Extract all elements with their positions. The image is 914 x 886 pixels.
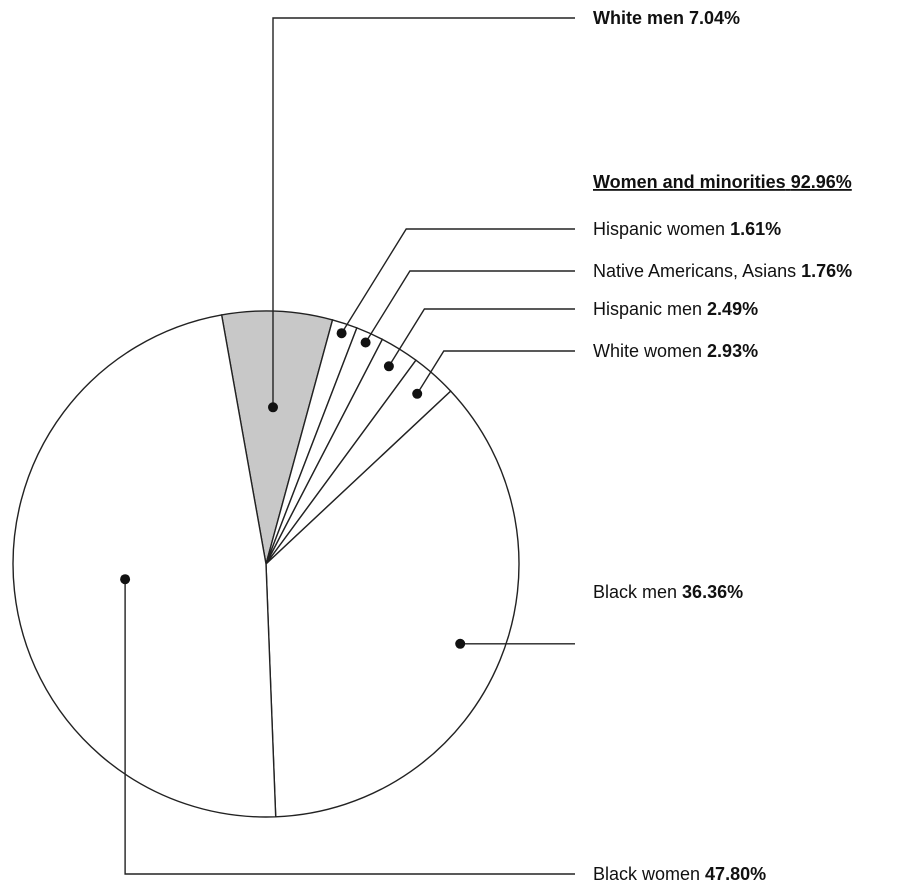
leader-dot-white-men — [268, 402, 278, 413]
leader-dot-black-women — [120, 574, 131, 585]
leader-line-native-americans-asians — [365, 270, 575, 343]
pie-slice-white-men — [220, 310, 334, 565]
leader-line-white-men — [272, 17, 575, 408]
pie-slices — [12, 310, 520, 818]
slice-label-white-men: White men 7.04% — [593, 8, 740, 28]
slice-label-value: 7.04% — [689, 8, 740, 28]
slice-label-name: Hispanic women — [593, 219, 730, 239]
group-label: Women and minorities 92.96% — [593, 172, 852, 192]
slice-label-hispanic-women: Hispanic women 1.61% — [593, 219, 781, 239]
slice-label-name: White men — [593, 8, 689, 28]
leader-line-black-women — [124, 579, 575, 875]
leader-dot-hispanic-men — [383, 361, 394, 372]
slice-label-value: 47.80% — [705, 864, 766, 884]
slice-label-black-women: Black women 47.80% — [593, 864, 766, 884]
slice-label-white-women: White women 2.93% — [593, 341, 758, 361]
slice-labels: Women and minorities 92.96% White men 7.… — [593, 8, 852, 884]
pie-slice-black-men — [265, 390, 520, 818]
slice-label-native-americans-asians: Native Americans, Asians 1.76% — [593, 261, 852, 281]
leader-line-hispanic-women — [341, 228, 575, 334]
slice-label-value: 1.61% — [730, 219, 781, 239]
leader-dot-white-women — [412, 388, 423, 399]
leader-lines — [120, 17, 575, 875]
slice-label-name: Black women — [593, 864, 705, 884]
pie-slice-black-women — [12, 314, 277, 818]
leader-dot-hispanic-women — [336, 328, 347, 339]
slice-label-name: Hispanic men — [593, 299, 707, 319]
slice-label-name: White women — [593, 341, 707, 361]
slice-label-value: 2.49% — [707, 299, 758, 319]
leader-line-white-women — [416, 350, 575, 395]
slice-label-value: 2.93% — [707, 341, 758, 361]
slice-label-black-men: Black men 36.36% — [593, 582, 743, 602]
leader-dot-native-americans-asians — [360, 337, 371, 348]
slice-label-hispanic-men: Hispanic men 2.49% — [593, 299, 758, 319]
leader-dot-black-men — [455, 638, 466, 649]
slice-label-value: 1.76% — [801, 261, 852, 281]
leader-line-hispanic-men — [388, 308, 575, 367]
slice-label-name: Black men — [593, 582, 682, 602]
group-label-name: Women and minorities — [593, 172, 786, 192]
slice-label-name: Native Americans, Asians — [593, 261, 801, 281]
group-label-value: 92.96% — [791, 172, 852, 192]
slice-label-value: 36.36% — [682, 582, 743, 602]
